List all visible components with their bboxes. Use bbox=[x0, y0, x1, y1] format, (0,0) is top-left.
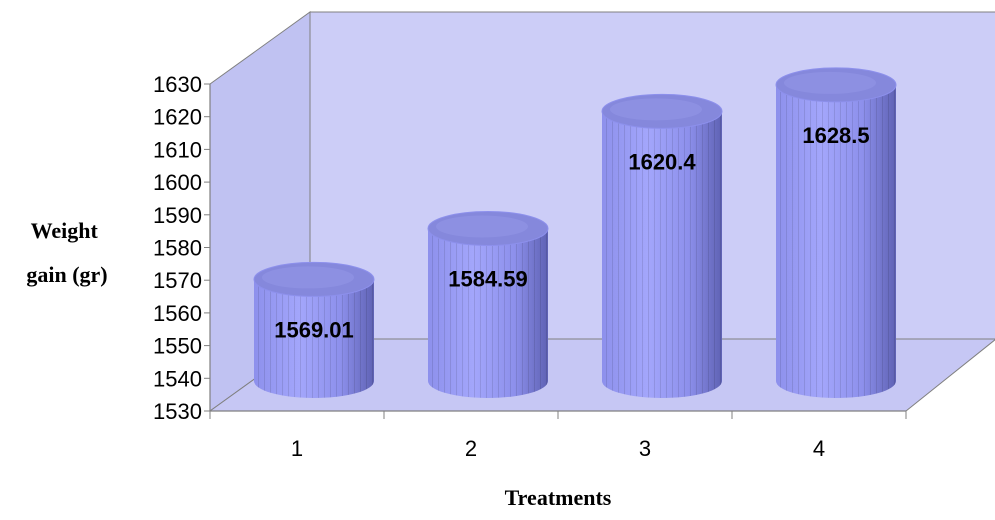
data-label: 1628.5 bbox=[802, 123, 869, 148]
bar-top-highlight bbox=[610, 98, 702, 121]
y-axis-title: Weight gain (gr) bbox=[26, 218, 107, 287]
data-labels: 1569.01 1584.59 1620.4 1628.5 bbox=[274, 123, 869, 343]
bar-ridges bbox=[428, 228, 548, 398]
y-tick-label: 1620 bbox=[153, 105, 202, 130]
bars bbox=[253, 67, 897, 398]
x-axis: 1 2 3 4 bbox=[209, 410, 907, 461]
bar bbox=[253, 261, 375, 398]
x-tick-label: 2 bbox=[465, 436, 477, 461]
y-tick-label: 1530 bbox=[153, 399, 202, 424]
x-tick-label: 1 bbox=[291, 436, 303, 461]
y-tick-label: 1610 bbox=[153, 137, 202, 162]
x-tick-label: 3 bbox=[639, 436, 651, 461]
y-axis-title-line-1: Weight bbox=[31, 218, 99, 243]
x-tick-label: 4 bbox=[813, 436, 825, 461]
data-label: 1584.59 bbox=[448, 266, 528, 291]
y-tick-label: 1550 bbox=[153, 334, 202, 359]
y-tick-label: 1540 bbox=[153, 366, 202, 391]
data-label: 1620.4 bbox=[628, 149, 696, 174]
y-axis-title-line-2: gain (gr) bbox=[26, 262, 107, 287]
bar-ridges bbox=[602, 111, 722, 398]
bar-ridges bbox=[254, 279, 374, 398]
bar-ridges bbox=[776, 84, 896, 398]
data-label: 1569.01 bbox=[274, 317, 354, 342]
bar-top-highlight bbox=[784, 71, 876, 94]
y-tick-label: 1630 bbox=[153, 72, 202, 97]
y-axis: 1530 1540 1550 1560 1570 1580 1590 1600 1610 1620… bbox=[153, 72, 211, 424]
bar bbox=[775, 67, 897, 398]
y-tick-label: 1600 bbox=[153, 170, 202, 195]
x-axis-title: Treatments bbox=[505, 485, 612, 510]
bar bbox=[601, 93, 723, 398]
y-tick-label: 1580 bbox=[153, 236, 202, 261]
y-tick-label: 1590 bbox=[153, 203, 202, 228]
y-tick-label: 1560 bbox=[153, 301, 202, 326]
bar-top-highlight bbox=[262, 266, 354, 289]
bar bbox=[427, 210, 549, 398]
y-tick-label: 1570 bbox=[153, 268, 202, 293]
bar-top-highlight bbox=[436, 215, 528, 238]
